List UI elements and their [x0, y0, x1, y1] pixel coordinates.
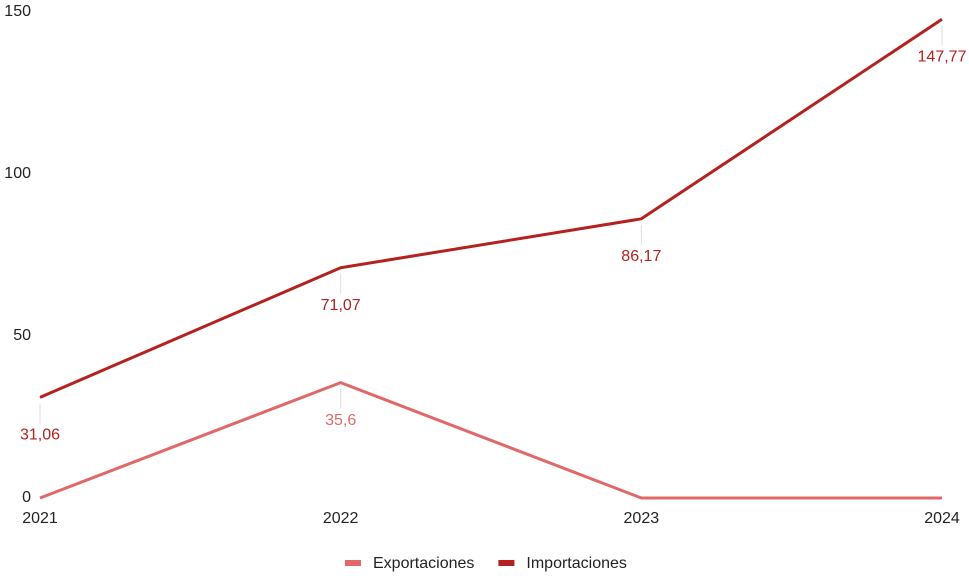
legend-label: Importaciones: [526, 555, 627, 572]
value-label: 31,06: [20, 427, 60, 444]
series-line: [39, 381, 942, 500]
y-tick-label: 100: [4, 165, 31, 182]
legend-swatch: [498, 560, 515, 566]
x-tick-label: 2023: [624, 510, 660, 527]
value-label: 147,77: [918, 48, 967, 65]
series-line: [39, 17, 943, 399]
x-tick-label: 2022: [323, 510, 359, 527]
value-label: 35,6: [325, 412, 356, 429]
x-tick-label: 2024: [924, 510, 960, 527]
legend-swatch: [345, 560, 361, 566]
value-label: 86,17: [621, 248, 661, 265]
y-tick-label: 0: [22, 489, 31, 506]
value-label: 71,07: [321, 297, 361, 314]
legend-label: Exportaciones: [373, 555, 474, 572]
y-tick-label: 50: [13, 327, 31, 344]
y-tick-label: 150: [4, 3, 31, 20]
x-tick-label: 2021: [22, 510, 58, 527]
